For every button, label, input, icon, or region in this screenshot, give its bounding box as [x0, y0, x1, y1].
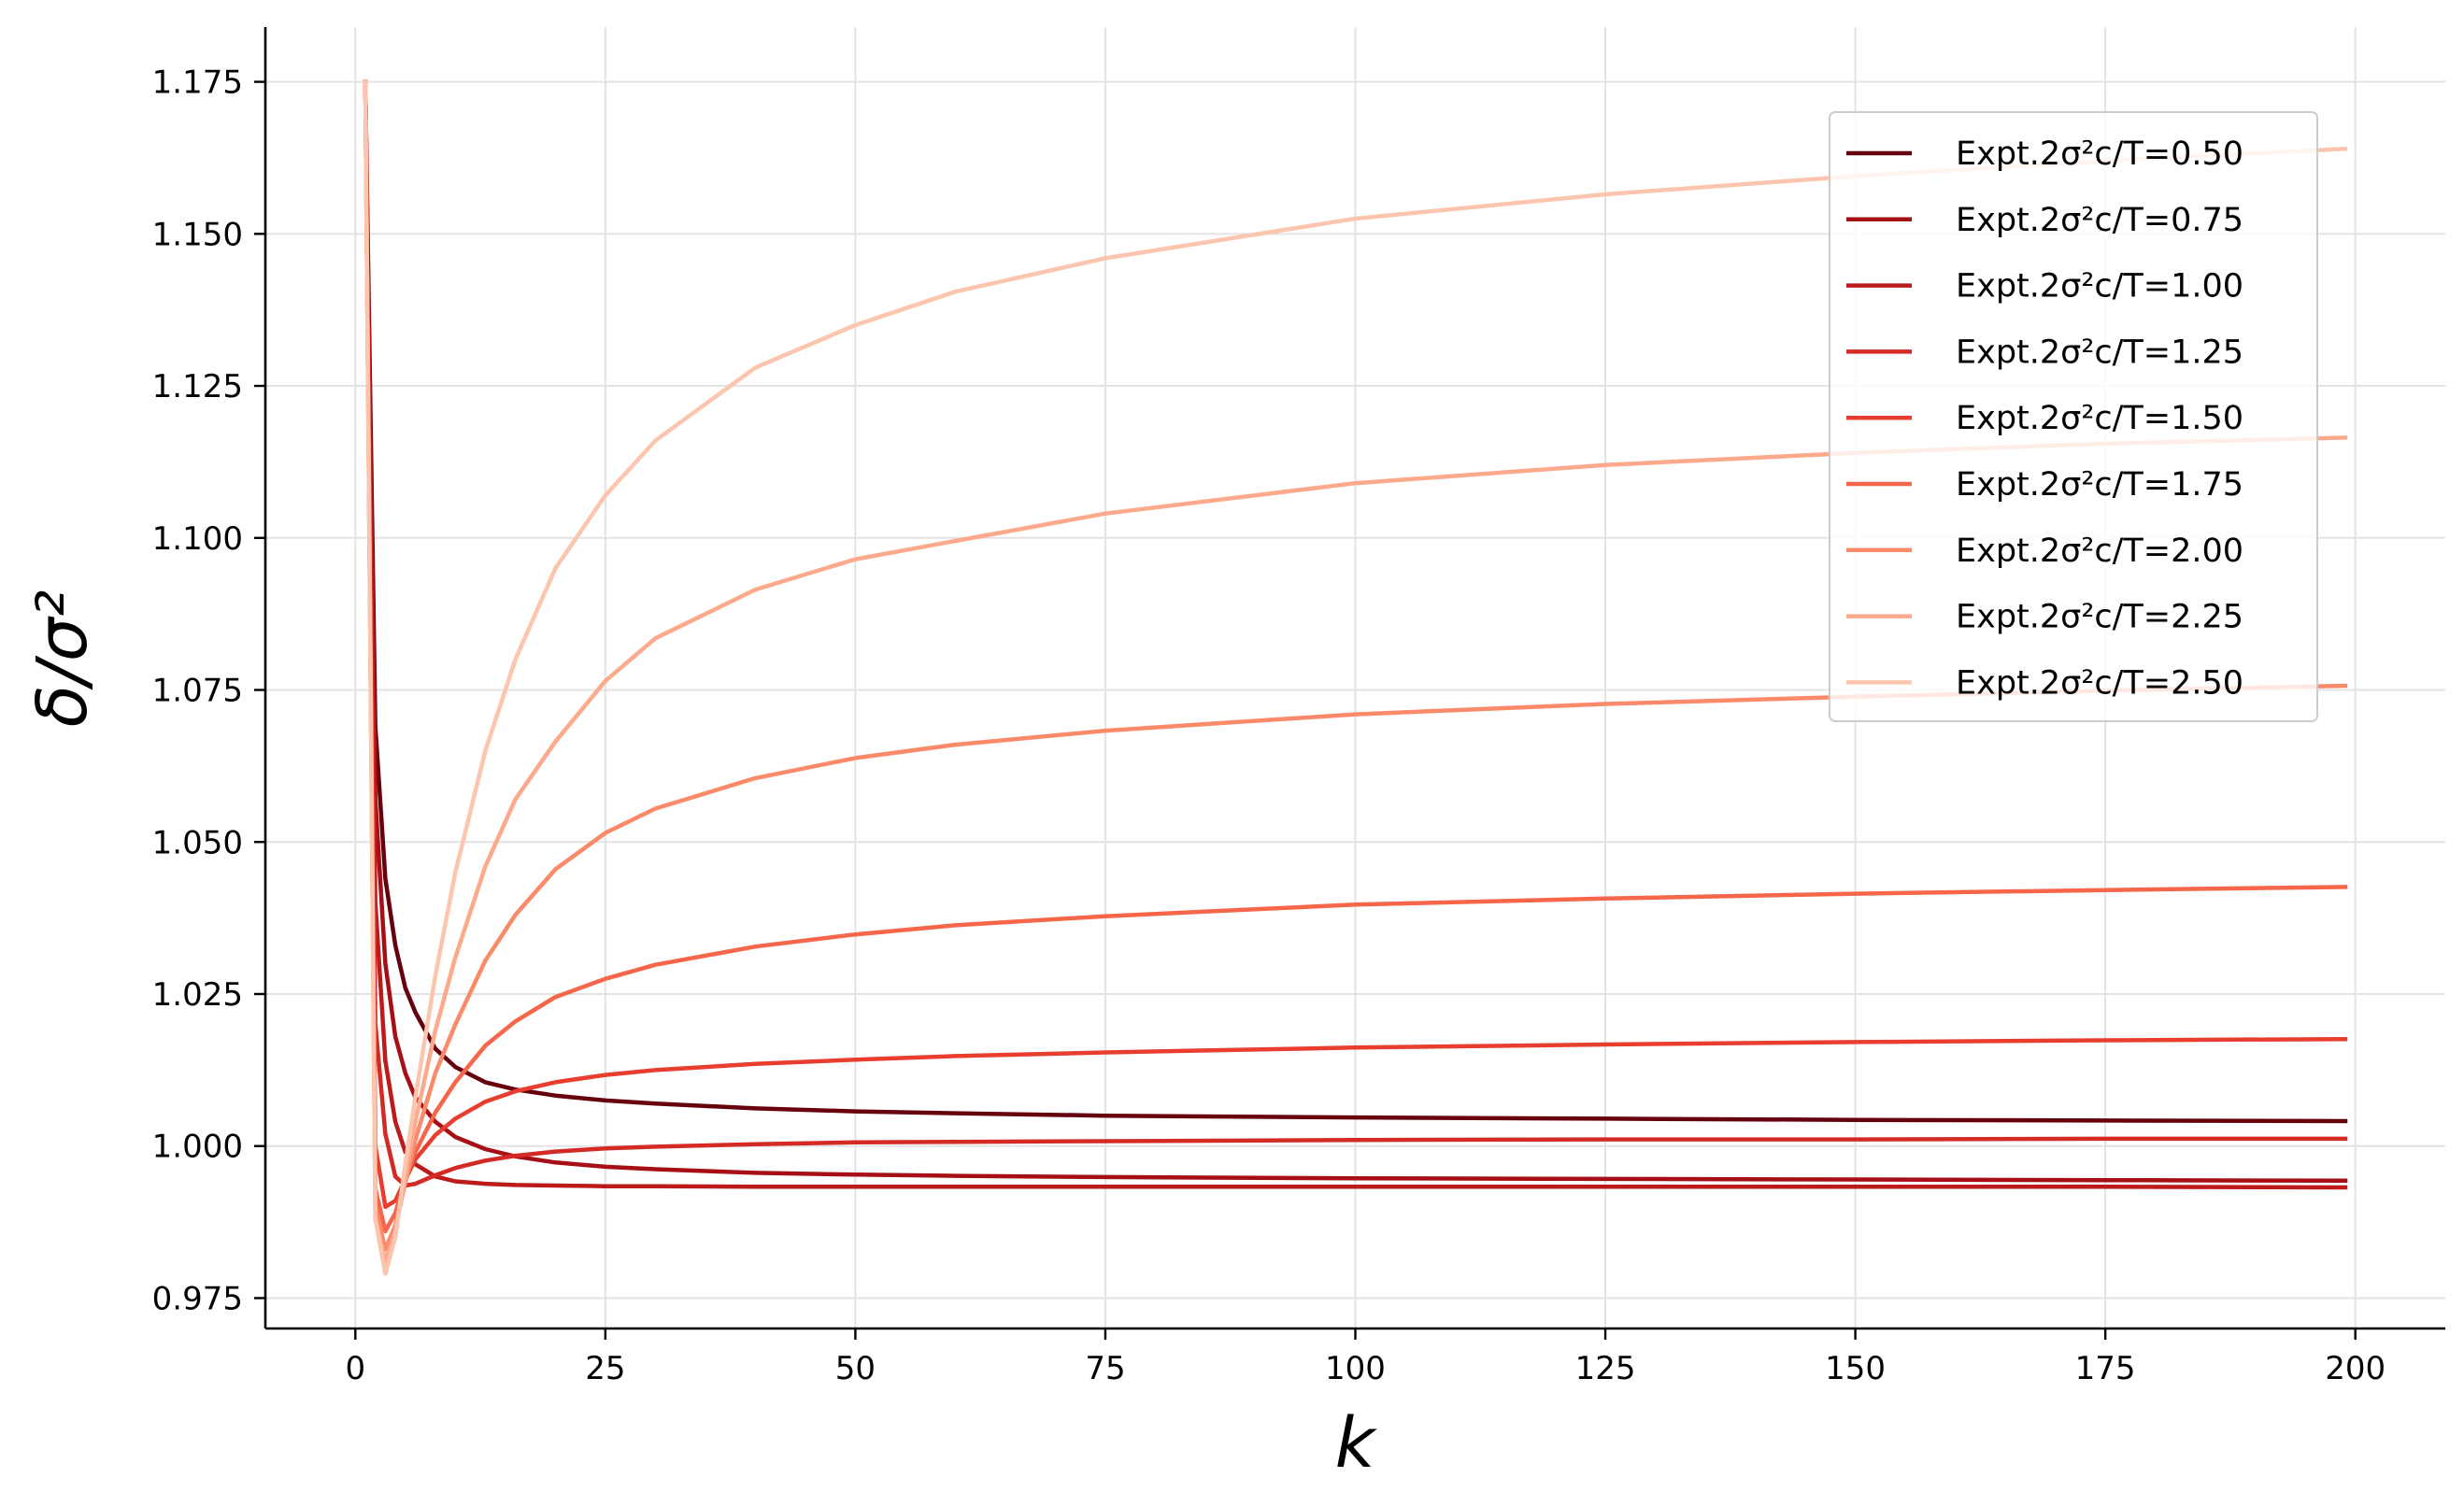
y-ticks: 0.975 1.000 1.025 1.050 1.075 1.100 1.125 1.150…	[152, 64, 265, 1317]
legend-label: Expt.2σ²c/T=1.25	[1956, 334, 2243, 371]
y-tick-label: 1.175	[152, 64, 243, 102]
y-tick-label: 1.050	[152, 824, 243, 861]
x-tick-label: 175	[2075, 1350, 2136, 1387]
y-axis-label: δ/σ²	[22, 590, 103, 728]
x-tick-label: 25	[585, 1350, 625, 1387]
legend-frame	[1829, 111, 2318, 722]
series-line	[363, 79, 2348, 1188]
y-tick-label: 1.025	[152, 976, 243, 1014]
y-tick-label: 1.075	[152, 673, 243, 710]
x-tick-label: 200	[2325, 1350, 2386, 1387]
legend-label: Expt.2σ²c/T=1.75	[1956, 466, 2243, 504]
x-tick-label: 50	[835, 1350, 876, 1387]
legend-label: Expt.2σ²c/T=1.00	[1956, 268, 2243, 305]
y-tick-label: 1.125	[152, 368, 243, 405]
x-tick-label: 125	[1575, 1350, 1636, 1387]
x-tick-label: 0	[345, 1350, 365, 1387]
series-lines	[363, 79, 2348, 1276]
y-tick-label: 1.100	[152, 520, 243, 558]
x-axis-label: k	[1335, 1403, 1378, 1484]
series-line	[363, 79, 2348, 1190]
legend-label: Expt.2σ²c/T=2.00	[1956, 533, 2243, 570]
legend: Expt.2σ²c/T=0.50 Expt.2σ²c/T=0.75 Expt.2σ²…	[1829, 111, 2318, 722]
legend-label: Expt.2σ²c/T=0.50	[1956, 135, 2243, 173]
x-tick-label: 75	[1085, 1350, 1125, 1387]
legend-label: Expt.2σ²c/T=1.50	[1956, 400, 2243, 437]
y-tick-label: 1.150	[152, 216, 243, 253]
legend-label: Expt.2σ²c/T=2.50	[1956, 664, 2243, 702]
y-tick-label: 0.975	[152, 1280, 243, 1317]
y-tick-label: 1.000	[152, 1129, 243, 1166]
legend-label: Expt.2σ²c/T=0.75	[1956, 202, 2243, 239]
x-ticks: 0 25 50 75 100 125 150 175 200	[345, 1328, 2386, 1387]
x-tick-label: 150	[1825, 1350, 1886, 1387]
series-line	[363, 79, 2348, 1124]
series-line	[363, 79, 2348, 1276]
x-tick-label: 100	[1325, 1350, 1386, 1387]
series-line	[363, 79, 2348, 1184]
legend-label: Expt.2σ²c/T=2.25	[1956, 599, 2243, 636]
